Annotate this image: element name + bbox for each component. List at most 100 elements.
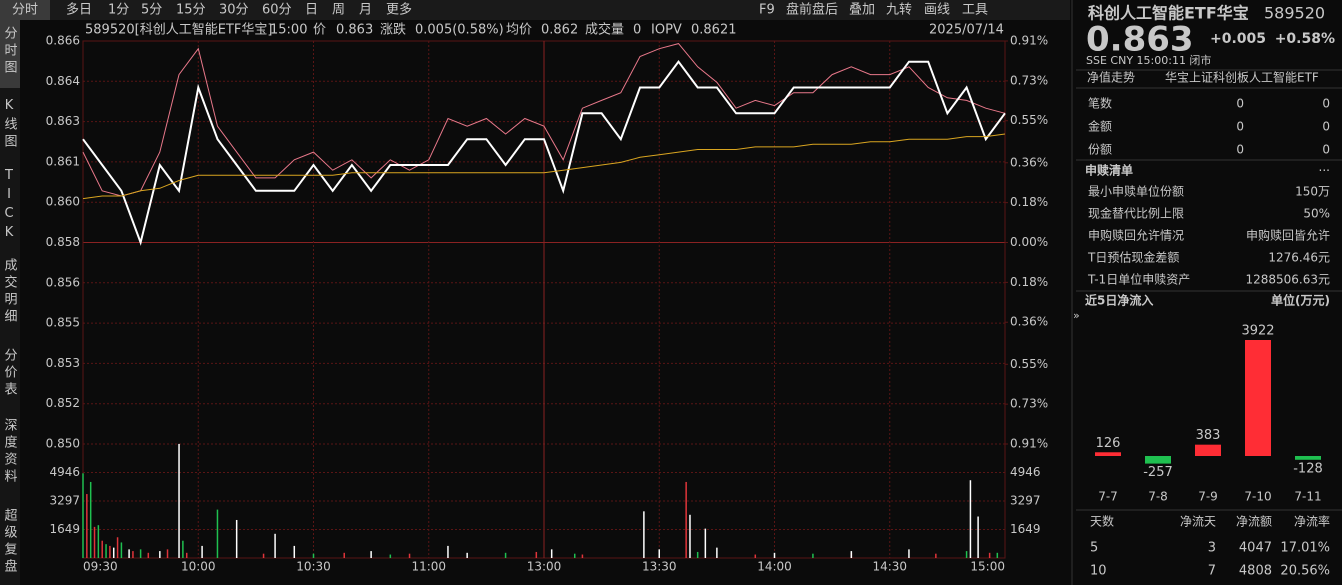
- volume-bar: [581, 554, 584, 558]
- panel-tab[interactable]: 净值走势: [1087, 70, 1135, 85]
- y-tick-label: 0.856: [46, 275, 80, 289]
- volume-bar: [343, 552, 345, 558]
- volume-bar: [312, 553, 315, 558]
- volume-bar: [685, 481, 687, 558]
- table-cell: 5: [1090, 541, 1098, 556]
- table-cell: 10: [1090, 564, 1107, 579]
- toolbar-item[interactable]: 月: [359, 3, 372, 18]
- volume-bar: [235, 519, 238, 558]
- list-title: 申赎清单: [1085, 163, 1133, 178]
- volume-bar: [447, 545, 449, 558]
- side-tab[interactable]: 成交明细: [2, 258, 18, 326]
- info-volume: 0: [633, 23, 641, 38]
- toolbar-item[interactable]: 更多: [386, 2, 412, 18]
- y-tick-label: 0.861: [46, 154, 80, 168]
- info-volume-label: 成交量: [585, 22, 624, 38]
- toolbar-item[interactable]: 盘前盘后: [786, 2, 838, 18]
- flow-category: 7-11: [1294, 490, 1321, 504]
- volume-bar: [812, 553, 814, 558]
- volume-bar: [112, 547, 115, 558]
- info-avg-label: 均价: [506, 23, 532, 38]
- y2-tick-label: 0.73%: [1010, 73, 1048, 87]
- toolbar-item[interactable]: 1分: [108, 3, 129, 18]
- volume-bar: [466, 552, 468, 558]
- volume-bar: [262, 553, 265, 558]
- info-change-label: 涨跌: [380, 22, 406, 38]
- info-date: 2025/07/14: [929, 23, 1004, 38]
- flow-bar: [1145, 456, 1171, 464]
- toolbar-item[interactable]: 叠加: [849, 3, 875, 18]
- flow-bar: [1295, 456, 1321, 460]
- x-tick-label: 10:30: [296, 560, 331, 574]
- volume-bar: [116, 537, 119, 558]
- toolbar-item[interactable]: 日: [305, 3, 318, 18]
- info-iopv-label: IOPV: [651, 23, 682, 38]
- toolbar-item[interactable]: 多日: [66, 2, 92, 18]
- table-cell: 4047: [1239, 541, 1272, 556]
- info-avg: 0.862: [541, 23, 578, 38]
- y2-tick-label: 0.91%: [1010, 437, 1048, 451]
- volume-bar: [105, 544, 107, 558]
- toolbar-item[interactable]: 周: [332, 3, 345, 18]
- volume-tick-label: 3297: [1010, 494, 1041, 508]
- volume-bar: [965, 551, 968, 558]
- x-tick-label: 11:00: [411, 560, 446, 574]
- list-more[interactable]: ···: [1319, 164, 1330, 178]
- toolbar-item[interactable]: 画线: [924, 3, 950, 18]
- info-price: 0.863: [336, 23, 373, 38]
- list-label: T-1日单位申赎资产: [1087, 272, 1190, 287]
- stat-value: 0: [1236, 97, 1244, 111]
- volume-bar: [504, 552, 507, 558]
- flow-value-label: 126: [1096, 436, 1121, 451]
- y2-tick-label: 0.00%: [1010, 235, 1048, 249]
- panel-tab[interactable]: 华宝上证科创板人工智能ETF: [1165, 70, 1319, 85]
- x-tick-label: 13:30: [642, 560, 677, 574]
- toolbar-item[interactable]: 工具: [962, 3, 988, 18]
- volume-bar: [658, 549, 660, 558]
- y-tick-label: 0.852: [46, 396, 80, 410]
- toolbar-item[interactable]: 九转: [886, 3, 912, 18]
- x-tick-label: 14:30: [872, 560, 907, 574]
- stat-value: 0: [1236, 143, 1244, 157]
- toolbar-item[interactable]: F9: [759, 3, 775, 18]
- volume-bar: [908, 549, 910, 558]
- panel-name: 科创人工智能ETF华宝: [1088, 4, 1249, 23]
- y2-tick-label: 0.36%: [1010, 315, 1048, 329]
- flow-value-label: 383: [1196, 428, 1221, 443]
- x-tick-label: 13:00: [527, 560, 562, 574]
- volume-bar: [293, 545, 296, 558]
- info-change: 0.005(0.58%): [415, 23, 504, 38]
- y2-tick-label: 0.36%: [1010, 155, 1048, 169]
- toolbar-item[interactable]: 5分: [141, 3, 162, 18]
- y-tick-label: 0.850: [46, 437, 80, 451]
- panel-price: 0.863: [1086, 20, 1194, 60]
- volume-bar: [550, 549, 553, 558]
- panel-change: +0.005: [1210, 31, 1266, 47]
- volume-bar: [935, 553, 937, 558]
- collapse-arrow[interactable]: »: [1073, 309, 1080, 322]
- side-tab[interactable]: 深度资料: [2, 418, 18, 486]
- y-tick-label: 0.853: [46, 356, 80, 370]
- toolbar-item[interactable]: 60分: [262, 3, 292, 18]
- side-tab[interactable]: K线图: [2, 98, 18, 151]
- toolbar-item[interactable]: 30分: [219, 3, 249, 18]
- side-tab[interactable]: 分时图: [2, 26, 18, 77]
- y2-tick-label: 0.91%: [1010, 34, 1048, 48]
- flow-category: 7-9: [1198, 490, 1218, 504]
- stat-label: 份额: [1088, 143, 1112, 157]
- info-iopv: 0.8621: [691, 23, 737, 38]
- side-tab[interactable]: TICK: [2, 168, 17, 244]
- x-tick-label: 15:00: [970, 560, 1005, 574]
- side-tab[interactable]: 分价表: [2, 348, 18, 399]
- toolbar-item[interactable]: 分时: [12, 3, 38, 18]
- side-tab[interactable]: 超级复盘: [2, 508, 18, 576]
- x-tick-label: 14:00: [757, 560, 792, 574]
- y-tick-label: 0.858: [46, 235, 80, 249]
- list-value: 1288506.63元: [1245, 273, 1330, 287]
- table-cell: 7: [1208, 564, 1216, 579]
- volume-bar: [389, 554, 392, 558]
- toolbar-item[interactable]: 15分: [176, 3, 206, 18]
- volume-bar: [166, 549, 169, 558]
- table-cell: 17.01%: [1280, 541, 1330, 556]
